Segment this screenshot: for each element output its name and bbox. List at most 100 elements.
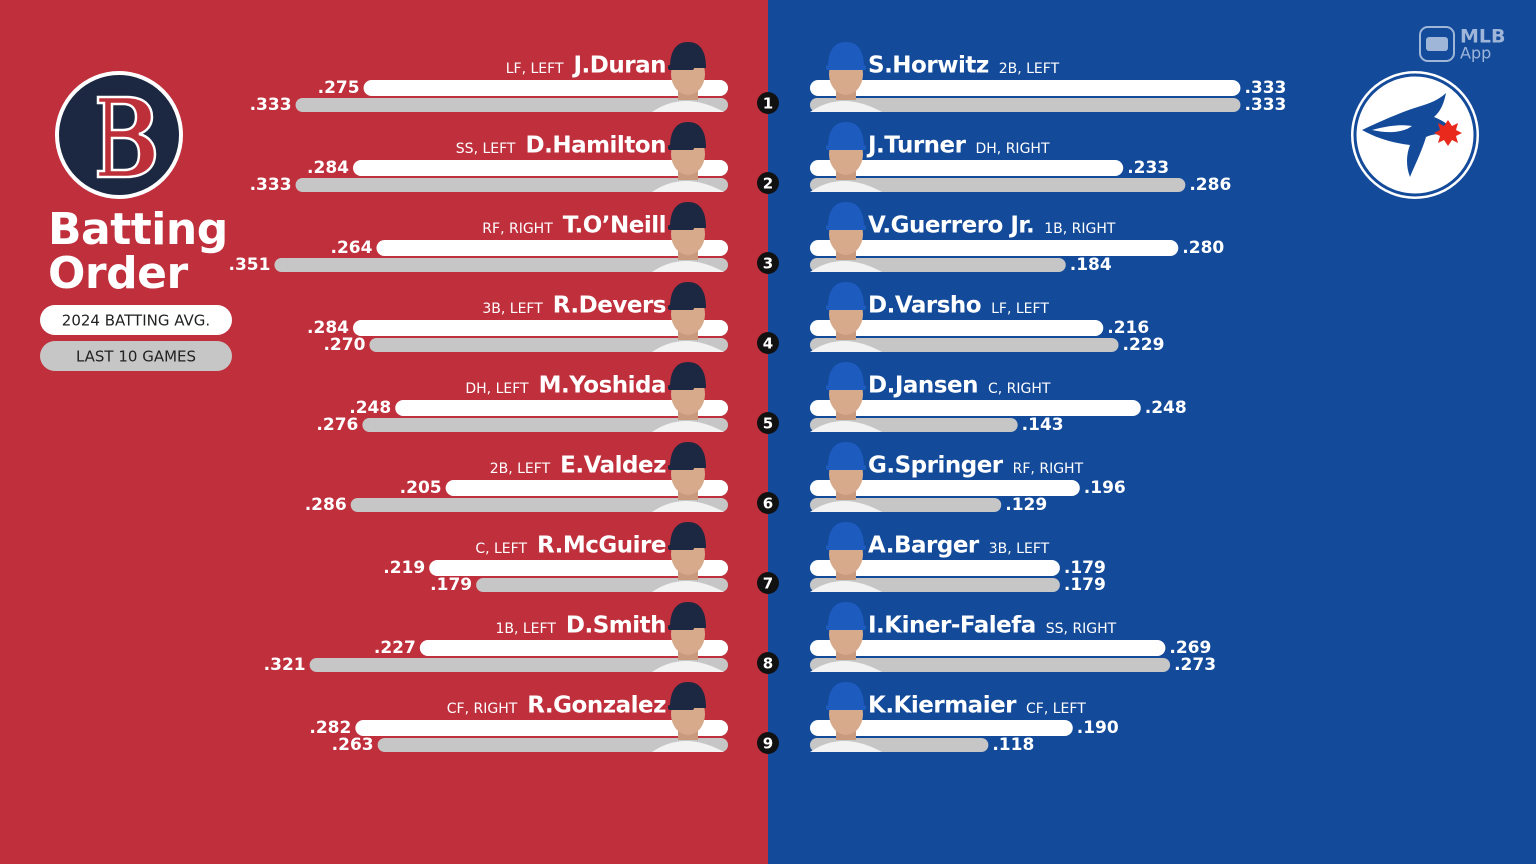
bar xyxy=(295,178,728,192)
jersey xyxy=(652,741,724,752)
cap-brim xyxy=(826,545,866,550)
value-label: .269 xyxy=(1169,638,1211,658)
rank-number: 7 xyxy=(763,575,773,593)
cap-brim xyxy=(668,225,694,230)
player-name: R.McGuire xyxy=(537,533,666,559)
player-name: J.Duran xyxy=(572,53,667,79)
player-name: I.Kiner-Falefa xyxy=(868,613,1036,639)
value-label: .248 xyxy=(349,398,391,418)
value-label: .179 xyxy=(430,575,472,595)
rank-number: 6 xyxy=(763,495,773,513)
cap-brim xyxy=(826,145,866,150)
player-name: A.Barger xyxy=(868,533,980,559)
player-photo xyxy=(652,602,724,672)
player-position: SS, RIGHT xyxy=(1046,621,1117,637)
bar xyxy=(810,338,1119,352)
bar xyxy=(309,658,728,672)
bar xyxy=(419,640,728,656)
bar xyxy=(369,338,728,352)
bar xyxy=(353,160,728,176)
legend-pill-last10 xyxy=(40,341,232,371)
player-position: 3B, LEFT xyxy=(482,301,543,317)
player-photo xyxy=(810,522,882,592)
bar xyxy=(350,498,728,512)
player-position: SS, LEFT xyxy=(456,141,516,157)
value-label: .286 xyxy=(305,495,347,515)
player-name: V.Guerrero Jr. xyxy=(868,213,1034,239)
cap-brim xyxy=(826,465,866,470)
rank-badge xyxy=(757,412,779,434)
cap-brim xyxy=(668,145,694,150)
player-name: S.Horwitz xyxy=(868,53,989,79)
rank-badge xyxy=(757,652,779,674)
rank-badge xyxy=(757,172,779,194)
rank-badge xyxy=(757,492,779,514)
legend-pill-season xyxy=(40,305,232,335)
player-position: RF, RIGHT xyxy=(482,221,553,237)
cap xyxy=(828,122,864,148)
player-photo xyxy=(810,282,882,352)
blue-jays-logo xyxy=(1351,71,1479,199)
player-name: E.Valdez xyxy=(560,453,666,479)
player-position: CF, LEFT xyxy=(1026,701,1086,717)
player-photo xyxy=(810,42,882,112)
player-photo xyxy=(810,602,882,672)
jersey xyxy=(652,341,724,352)
cap xyxy=(828,682,864,708)
bar xyxy=(810,320,1104,336)
player-position: 1B, LEFT xyxy=(495,621,556,637)
value-label: .233 xyxy=(1127,158,1169,178)
player-position: LF, LEFT xyxy=(991,301,1049,317)
value-label: .143 xyxy=(1022,415,1064,435)
value-label: .179 xyxy=(1064,558,1106,578)
value-label: .333 xyxy=(250,95,292,115)
player-photo xyxy=(810,442,882,512)
bar xyxy=(810,98,1241,112)
cap xyxy=(670,202,706,228)
player-name: M.Yoshida xyxy=(539,373,666,399)
rank-badge xyxy=(757,732,779,754)
rank-badge xyxy=(757,332,779,354)
player-name: D.Jansen xyxy=(868,373,978,399)
cap xyxy=(828,362,864,388)
rank-number: 2 xyxy=(763,175,773,193)
cap xyxy=(670,42,706,68)
player-position: RF, RIGHT xyxy=(1013,461,1084,477)
player-photo xyxy=(652,282,724,352)
chart-title: Batting Order xyxy=(48,204,228,299)
rank-badge xyxy=(757,92,779,114)
cap-brim xyxy=(668,705,694,710)
cap-brim xyxy=(826,625,866,630)
player-name: K.Kiermaier xyxy=(868,693,1017,719)
cap-brim xyxy=(668,305,694,310)
brand-text: App xyxy=(1460,44,1491,63)
cap-brim xyxy=(826,65,866,70)
jersey xyxy=(652,581,724,592)
brand-text: MLB xyxy=(1460,26,1506,48)
player-name: T.O’Neill xyxy=(563,213,666,239)
cap xyxy=(670,682,706,708)
player-name: D.Hamilton xyxy=(525,133,666,159)
bar xyxy=(810,720,1073,736)
rank-badge xyxy=(757,572,779,594)
bar xyxy=(445,480,728,496)
bar xyxy=(395,400,728,416)
value-label: .276 xyxy=(316,415,358,435)
app-icon xyxy=(1419,26,1455,62)
legend-label: LAST 10 GAMES xyxy=(76,348,196,366)
player-position: C, RIGHT xyxy=(988,381,1051,397)
cap-brim xyxy=(668,65,694,70)
value-label: .227 xyxy=(374,638,416,658)
player-name: R.Devers xyxy=(553,293,666,319)
cap-brim xyxy=(668,465,694,470)
bar xyxy=(810,160,1124,176)
jersey xyxy=(652,181,724,192)
rank-number: 3 xyxy=(763,255,773,273)
player-photo xyxy=(652,42,724,112)
rank-number: 4 xyxy=(763,335,773,353)
bar xyxy=(353,320,728,336)
jersey xyxy=(810,581,882,592)
cap xyxy=(670,442,706,468)
bar xyxy=(810,560,1060,576)
